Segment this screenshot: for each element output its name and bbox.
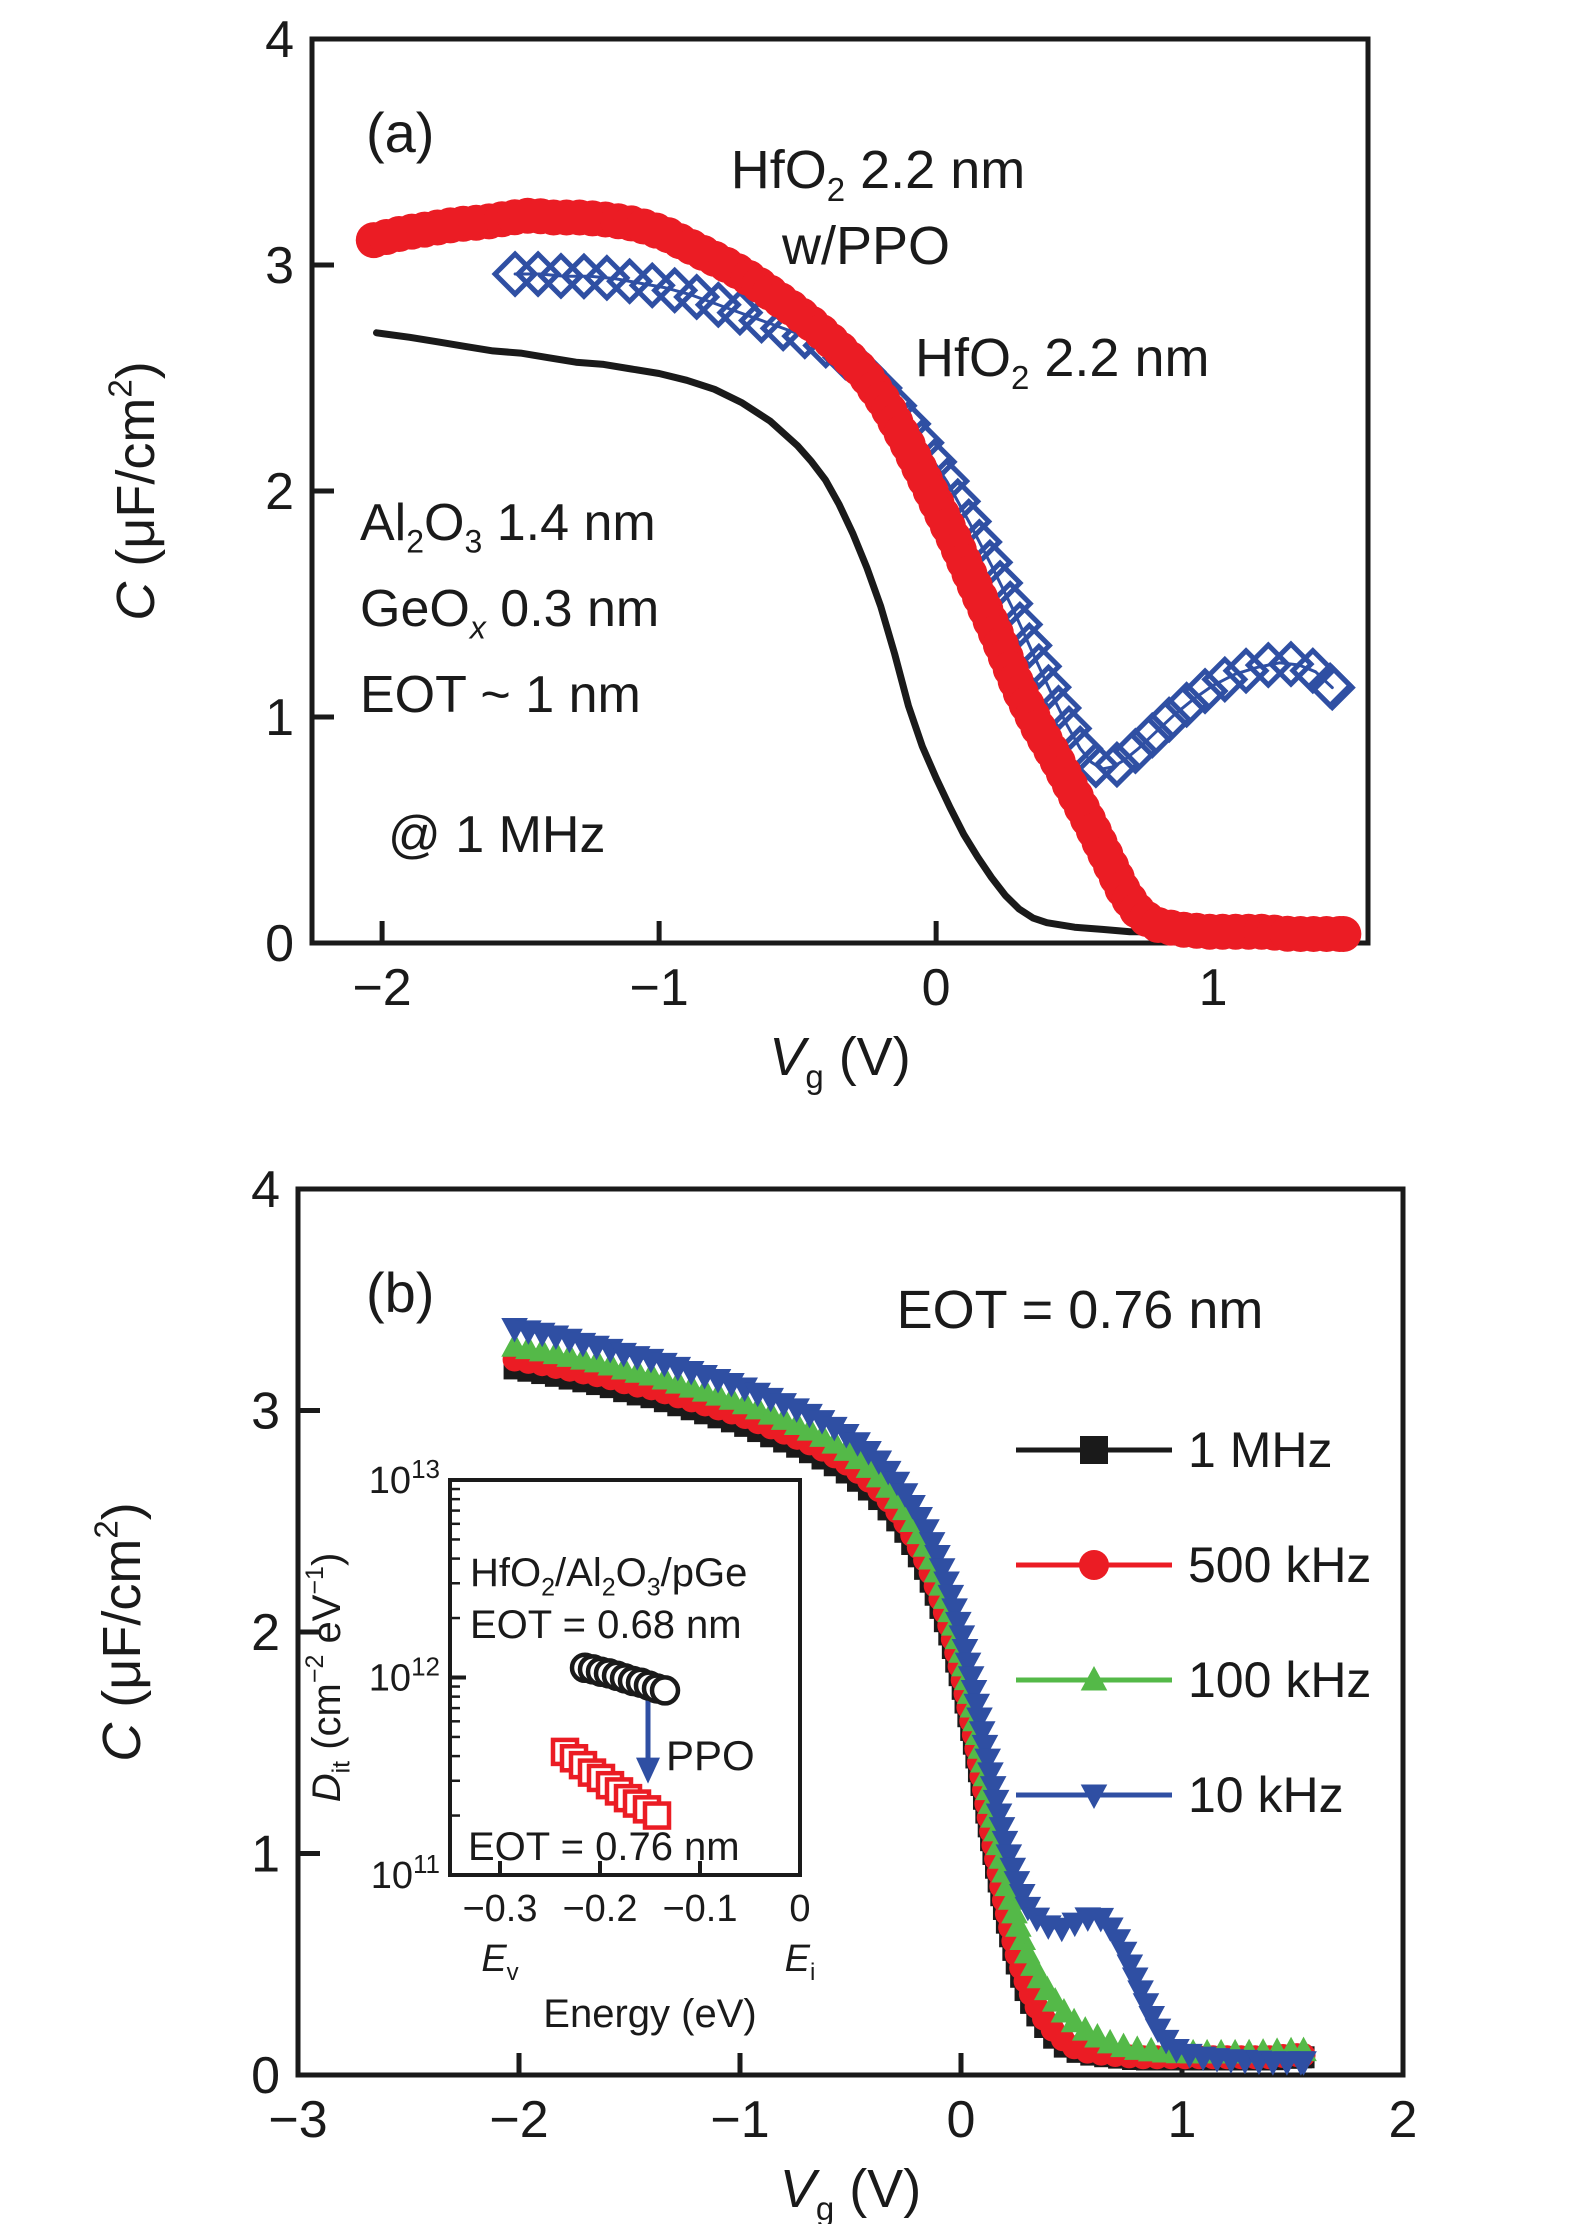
x-tick-label: 0 <box>922 959 951 1017</box>
inset-y-tick-label: 1013 <box>369 1454 440 1502</box>
y-tick-label: 3 <box>265 237 294 295</box>
inset-series-circle-open <box>569 1652 681 1706</box>
stack-geox: GeOx 0.3 nm <box>360 580 659 645</box>
legend-label: 1 MHz <box>1188 1422 1332 1478</box>
x-tick-label: −1 <box>629 959 688 1017</box>
inset-eot-076: EOT = 0.76 nm <box>468 1825 740 1869</box>
inset-x-tick-label: −0.3 <box>462 1888 537 1930</box>
legend-marker-tri-up <box>1080 1666 1108 1691</box>
x-tick-label: −2 <box>352 959 411 1017</box>
inset-x-tick-label: −0.1 <box>662 1888 737 1930</box>
legend-label: 500 kHz <box>1188 1537 1371 1593</box>
freq-note: @ 1 MHz <box>388 806 605 864</box>
y-tick-label: 2 <box>251 1604 280 1662</box>
y-axis-title: C (μF/cm2) <box>101 361 166 620</box>
y-tick-label: 1 <box>265 689 294 747</box>
x-axis-title: Vg (V) <box>780 2159 921 2224</box>
series-al2o3-geox-control-1-mhz <box>373 329 1184 936</box>
eot-note: EOT = 0.76 nm <box>897 1280 1264 1340</box>
panel-b-axes: −3 −2 −1 0 1 2 0 1 2 3 4 Vg (V) C (μF/cm2) <box>87 1161 1417 2224</box>
inset-y-tick-label: 1012 <box>369 1652 440 1700</box>
y-tick-label: 0 <box>251 2047 280 2105</box>
series-hfo2-2-2-nm-w-ppo <box>355 197 1362 952</box>
inset-x-axis-title: Energy (eV) <box>543 1992 756 2036</box>
y-tick-label: 1 <box>251 1826 280 1884</box>
legend-label: 100 kHz <box>1188 1652 1371 1708</box>
stack-al2o3: Al2O3 1.4 nm <box>360 494 656 559</box>
panel-a-label: (a) <box>366 101 434 164</box>
legend-marker-square <box>1080 1436 1108 1464</box>
x-tick-label: −1 <box>710 2091 769 2149</box>
panel-b-series <box>501 1318 1317 2076</box>
inset-x-tick-label: −0.2 <box>562 1888 637 1930</box>
legend-marker-tri-down <box>1080 1784 1108 1809</box>
series-100-khz <box>501 1332 1317 2064</box>
panel-a-chart: −2 −1 0 1 0 1 2 3 4 Vg (V) C (μF/cm2) (a) HfO2 2.2 n… <box>101 11 1371 1095</box>
inset-y-axis-title: Dit (cm−2 eV−1) <box>301 1553 355 1803</box>
panel-a-axes: −2 −1 0 1 0 1 2 3 4 Vg (V) C (μF/cm2) <box>101 11 1371 1095</box>
blue-series-label: HfO2 2.2 nm <box>915 328 1209 396</box>
inset-y-tick-label: 1011 <box>371 1849 440 1897</box>
series-10-khz <box>501 1318 1317 2076</box>
x-tick-label: 2 <box>1389 2091 1418 2149</box>
inset-band-edge-label: Ev <box>481 1938 518 1986</box>
red-series-label-line2: w/PPO <box>781 216 950 276</box>
x-tick-label: −2 <box>489 2091 548 2149</box>
legend-marker-circle <box>1079 1550 1109 1580</box>
y-tick-label: 4 <box>265 11 294 69</box>
inset-x-tick-label: 0 <box>789 1888 810 1930</box>
panel-a-series <box>355 197 1362 952</box>
x-tick-label: 0 <box>947 2091 976 2149</box>
y-tick-label: 4 <box>251 1161 280 1219</box>
x-tick-label: −3 <box>268 2091 327 2149</box>
x-axis-title: Vg (V) <box>769 1027 910 1095</box>
panel-b-chart: −3 −2 −1 0 1 2 0 1 2 3 4 Vg (V) C (μF/cm2) (b) EOT = 0… <box>87 1161 1417 2224</box>
stack-eot: EOT ~ 1 nm <box>360 666 641 724</box>
red-series-label-line1: HfO2 2.2 nm <box>731 140 1025 208</box>
inset-stack-label: HfO2/Al2O3/pGe <box>470 1551 747 1602</box>
legend-label: 10 kHz <box>1188 1767 1344 1823</box>
inset-dit-chart: 1011 1012 1013 −0.3 −0.2 −0.1 0 Ev Ei Energy (eV)… <box>301 1454 815 2036</box>
inset-band-edge-label: Ei <box>785 1938 816 1986</box>
y-axis-title: C (μF/cm2) <box>87 1502 152 1761</box>
panel-b-label: (b) <box>366 1261 434 1324</box>
legend: 1 MHz 500 kHz 100 kHz 10 kHz <box>1016 1422 1371 1823</box>
y-tick-label: 0 <box>265 915 294 973</box>
inset-series-square-open <box>550 1737 672 1830</box>
inset-ppo-label: PPO <box>666 1732 755 1779</box>
y-tick-label: 2 <box>265 463 294 521</box>
x-tick-label: 1 <box>1199 959 1228 1017</box>
inset-eot-068: EOT = 0.68 nm <box>470 1603 742 1647</box>
ppo-arrow <box>636 1695 660 1784</box>
y-tick-label: 3 <box>251 1383 280 1441</box>
x-tick-label: 1 <box>1168 2091 1197 2149</box>
